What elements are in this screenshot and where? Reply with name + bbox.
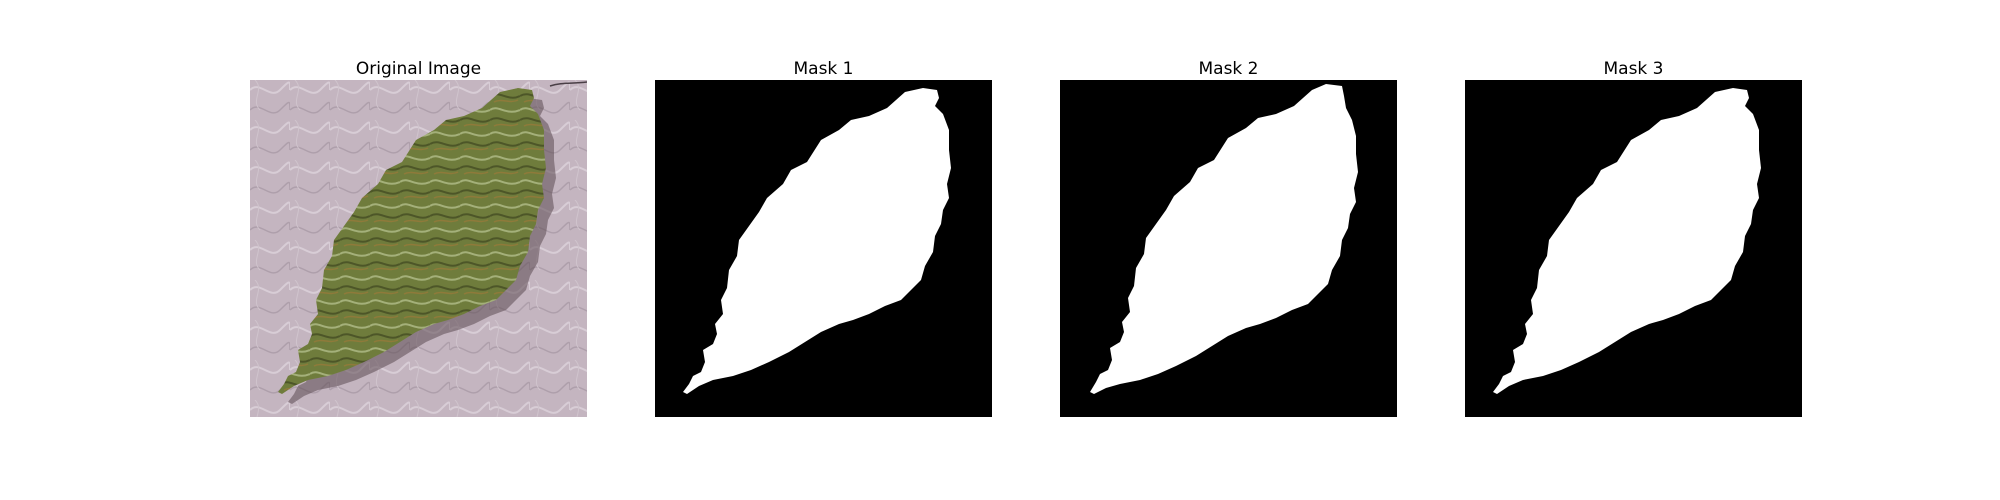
mask-3-image [1465,80,1802,417]
mask-2-image [1060,80,1397,417]
mask-1-image [655,80,992,417]
panel-mask-1: Mask 1 [655,58,992,417]
panel-title: Mask 2 [1198,59,1259,79]
panel-mask-2: Mask 2 [1060,58,1397,417]
panel-title: Mask 3 [1603,59,1664,79]
panel-mask-3: Mask 3 [1465,58,1802,417]
original-image [250,80,587,417]
panel-original-image: Original Image [250,58,587,417]
panel-title: Original Image [355,59,482,79]
panel-title: Mask 1 [793,59,854,79]
